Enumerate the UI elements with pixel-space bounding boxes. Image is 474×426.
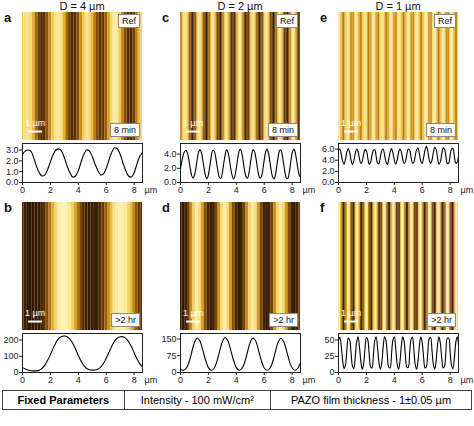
svg-text:1 µm: 1 µm — [25, 308, 45, 318]
svg-text:1 µm: 1 µm — [341, 118, 361, 128]
svg-text:100: 100 — [3, 351, 18, 361]
html-text:e: e — [320, 10, 328, 25]
svg-text:8: 8 — [132, 185, 137, 195]
svg-text:1 µm: 1 µm — [25, 118, 45, 128]
html-text:8 min: 8 min — [430, 125, 452, 135]
svg-text:4: 4 — [392, 375, 397, 385]
html-text:Ref: Ref — [122, 16, 136, 26]
svg-text:µm: µm — [303, 185, 316, 195]
svg-text:2: 2 — [206, 185, 211, 195]
html-text:b: b — [4, 200, 12, 215]
svg-text:6: 6 — [104, 185, 109, 195]
svg-text:0.0: 0.0 — [322, 177, 335, 187]
svg-text:0: 0 — [13, 367, 18, 377]
svg-text:µm: µm — [145, 375, 158, 385]
html-text:a: a — [4, 10, 12, 25]
svg-text:2: 2 — [206, 375, 211, 385]
svg-text:0: 0 — [20, 185, 25, 195]
svg-text:2: 2 — [364, 375, 369, 385]
html-text:8 min: 8 min — [272, 125, 294, 135]
svg-text:4.0: 4.0 — [164, 149, 177, 159]
svg-text:6: 6 — [262, 185, 267, 195]
svg-text:8: 8 — [132, 375, 137, 385]
html-text:Fixed Parameters: Fixed Parameters — [17, 394, 110, 406]
svg-text:0: 0 — [171, 367, 176, 377]
svg-text:0: 0 — [329, 367, 334, 377]
svg-text:200: 200 — [3, 335, 18, 345]
svg-text:0: 0 — [178, 375, 183, 385]
html-text:Intensity - 100 mW/cm²: Intensity - 100 mW/cm² — [140, 394, 254, 406]
html-text:>2 hr: >2 hr — [115, 315, 136, 325]
svg-text:50: 50 — [324, 335, 334, 345]
html-text:8 min: 8 min — [114, 125, 136, 135]
svg-text:0: 0 — [336, 185, 341, 195]
html-text:D = 4 µm: D = 4 µm — [59, 0, 105, 12]
svg-text:1 µm: 1 µm — [183, 308, 203, 318]
svg-text:6: 6 — [262, 375, 267, 385]
svg-text:8: 8 — [290, 375, 295, 385]
svg-text:2.0: 2.0 — [164, 163, 177, 173]
svg-text:1 µm: 1 µm — [183, 118, 203, 128]
svg-text:4: 4 — [234, 375, 239, 385]
svg-text:µm: µm — [461, 185, 474, 195]
svg-text:3.0: 3.0 — [6, 145, 19, 155]
svg-text:µm: µm — [303, 375, 316, 385]
svg-text:75: 75 — [166, 351, 176, 361]
svg-text:1.0: 1.0 — [6, 167, 19, 177]
svg-text:µm: µm — [145, 185, 158, 195]
svg-text:4: 4 — [76, 375, 81, 385]
svg-text:0: 0 — [336, 375, 341, 385]
svg-text:0.0: 0.0 — [164, 177, 177, 187]
svg-text:0.0: 0.0 — [6, 177, 19, 187]
svg-text:4: 4 — [76, 185, 81, 195]
svg-text:150: 150 — [161, 334, 176, 344]
html-text:>2 hr: >2 hr — [431, 315, 452, 325]
html-text:PAZO film thickness - 1±0.05 µ: PAZO film thickness - 1±0.05 µm — [290, 394, 451, 406]
svg-text:2: 2 — [48, 185, 53, 195]
svg-text:25: 25 — [324, 351, 334, 361]
svg-text:6: 6 — [104, 375, 109, 385]
svg-text:1 µm: 1 µm — [341, 308, 361, 318]
svg-text:4: 4 — [392, 185, 397, 195]
svg-text:0: 0 — [20, 375, 25, 385]
svg-text:2: 2 — [364, 185, 369, 195]
svg-text:4: 4 — [234, 185, 239, 195]
svg-text:8: 8 — [290, 185, 295, 195]
html-text:f: f — [320, 200, 325, 215]
svg-text:2.0: 2.0 — [6, 156, 19, 166]
html-text:D = 1 µm: D = 1 µm — [375, 0, 421, 12]
html-text:>2 hr: >2 hr — [273, 315, 294, 325]
svg-text:6: 6 — [420, 375, 425, 385]
svg-text:8: 8 — [448, 185, 453, 195]
svg-text:6.0: 6.0 — [322, 144, 335, 154]
svg-text:0: 0 — [178, 185, 183, 195]
html-text:c: c — [162, 10, 170, 25]
svg-text:6: 6 — [420, 185, 425, 195]
html-text:Ref: Ref — [280, 16, 294, 26]
html-text:d: d — [162, 200, 170, 215]
html-text:D = 2 µm: D = 2 µm — [217, 0, 263, 12]
svg-text:µm: µm — [461, 375, 474, 385]
svg-text:4.0: 4.0 — [322, 155, 335, 165]
svg-text:2: 2 — [48, 375, 53, 385]
svg-text:8: 8 — [448, 375, 453, 385]
html-text:Ref: Ref — [438, 16, 452, 26]
svg-text:2.0: 2.0 — [322, 166, 335, 176]
